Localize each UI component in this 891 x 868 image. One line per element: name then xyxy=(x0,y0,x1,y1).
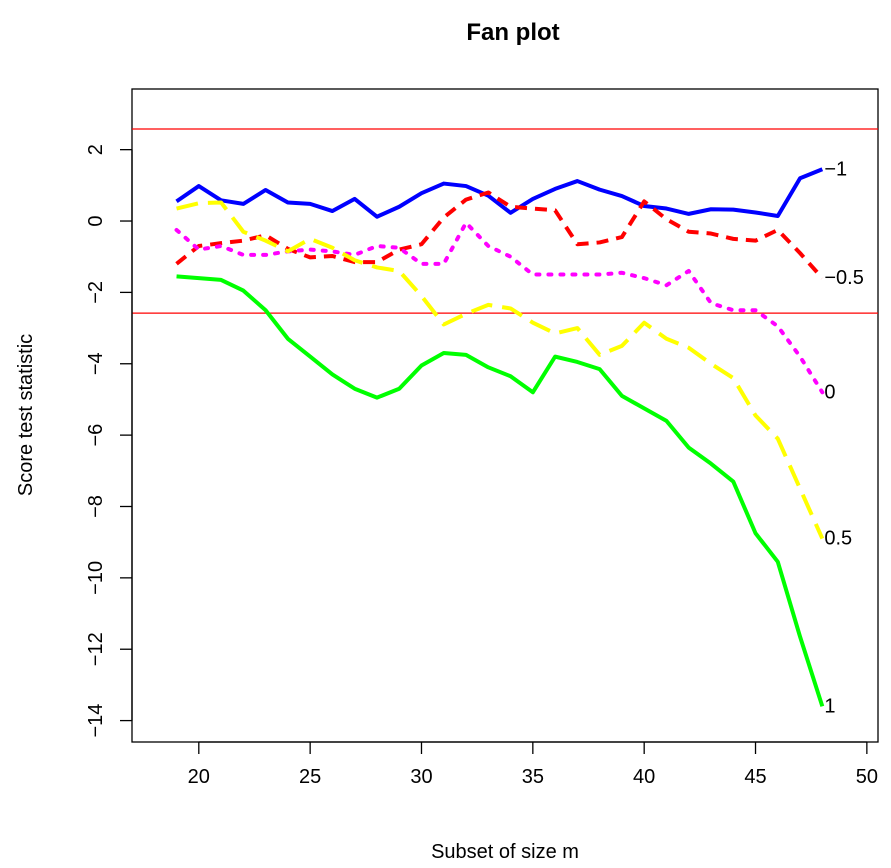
series-end-label: 1 xyxy=(824,695,835,717)
y-tick-label: −2 xyxy=(85,281,107,304)
y-axis-label: Score test statistic xyxy=(15,334,37,496)
x-tick-label: 20 xyxy=(188,766,210,788)
series-end-label: −0.5 xyxy=(824,267,863,289)
reference-lines xyxy=(132,128,878,314)
series-line xyxy=(174,220,825,395)
x-axis: 20 25 30 35 40 45 50 xyxy=(188,741,878,788)
y-tick-label: −14 xyxy=(85,704,107,738)
x-tick-label: 40 xyxy=(633,766,655,788)
series-line xyxy=(176,274,825,707)
x-axis-label: Subset of size m xyxy=(431,841,579,863)
series-labels: −1 −0.5 0 0.5 1 xyxy=(824,158,863,717)
y-tick-label: −10 xyxy=(85,561,107,595)
series-end-label: 0.5 xyxy=(824,528,852,550)
series-line xyxy=(175,190,824,280)
series-line xyxy=(176,200,825,540)
plot-frame xyxy=(131,88,879,743)
x-tick-label: 50 xyxy=(856,766,878,788)
y-tick-label: −8 xyxy=(85,495,107,518)
chart-title: Fan plot xyxy=(466,19,559,46)
y-axis: 2 0 −2 −4 −6 −8 −10 −12 −14 xyxy=(85,144,133,738)
series-end-label: 0 xyxy=(824,381,835,403)
x-tick-label: 45 xyxy=(744,766,766,788)
y-tick-label: −12 xyxy=(85,632,107,666)
series-layer xyxy=(174,167,825,707)
x-tick-label: 30 xyxy=(410,766,432,788)
series-end-label: −1 xyxy=(824,158,847,180)
y-tick-label: 0 xyxy=(85,215,107,226)
x-tick-label: 35 xyxy=(522,766,544,788)
series-line xyxy=(175,167,824,219)
y-tick-label: 2 xyxy=(85,144,107,155)
y-tick-label: −6 xyxy=(85,424,107,447)
x-tick-label: 25 xyxy=(299,766,321,788)
y-tick-label: −4 xyxy=(85,352,107,375)
